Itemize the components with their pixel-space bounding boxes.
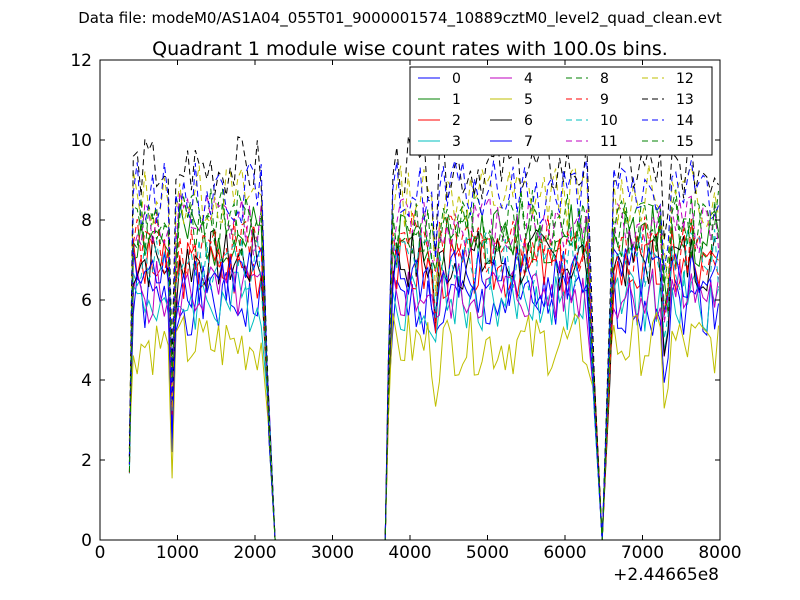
x-tick-label: 5000 bbox=[466, 543, 509, 563]
series-layer bbox=[128, 136, 719, 540]
x-tick-label: 8000 bbox=[698, 543, 741, 563]
x-tick-label: 6000 bbox=[543, 543, 586, 563]
x-tick-label: 7000 bbox=[621, 543, 664, 563]
legend-label-6: 6 bbox=[524, 113, 533, 129]
y-tick-label: 10 bbox=[70, 131, 92, 151]
legend-label-4: 4 bbox=[524, 71, 533, 87]
legend-label-13: 13 bbox=[676, 92, 694, 108]
y-tick-label: 8 bbox=[81, 211, 92, 231]
series-line-9 bbox=[128, 212, 719, 540]
series-line-7 bbox=[128, 244, 719, 540]
legend-label-12: 12 bbox=[676, 71, 694, 87]
legend-label-7: 7 bbox=[524, 134, 533, 150]
y-tick-label: 4 bbox=[81, 371, 92, 391]
y-tick-label: 0 bbox=[81, 531, 92, 551]
legend-box bbox=[409, 66, 713, 156]
legend-label-9: 9 bbox=[600, 92, 609, 108]
legend-label-11: 11 bbox=[600, 134, 618, 150]
legend-label-14: 14 bbox=[676, 113, 694, 129]
x-tick-label: 0 bbox=[95, 543, 106, 563]
legend-label-0: 0 bbox=[452, 71, 461, 87]
series-line-15 bbox=[128, 195, 719, 540]
legend-label-5: 5 bbox=[524, 92, 533, 108]
legend-label-2: 2 bbox=[452, 113, 461, 129]
y-tick-label: 12 bbox=[70, 51, 92, 71]
legend-label-3: 3 bbox=[452, 134, 461, 150]
legend-label-1: 1 bbox=[452, 92, 461, 108]
chart-title: Quadrant 1 module wise count rates with … bbox=[152, 38, 668, 60]
series-line-10 bbox=[128, 228, 719, 540]
series-line-4 bbox=[128, 260, 719, 540]
y-tick-label: 2 bbox=[81, 451, 92, 471]
series-line-0 bbox=[128, 271, 719, 540]
ticks-layer: 0 1000 2000 3000 4000 5000 6000 7000 80000246810… bbox=[70, 51, 741, 563]
x-tick-label: 4000 bbox=[388, 543, 431, 563]
x-tick-label: 2000 bbox=[233, 543, 276, 563]
y-tick-label: 6 bbox=[81, 291, 92, 311]
suptitle: Data file: modeM0/AS1A04_055T01_90000015… bbox=[78, 9, 722, 28]
series-line-13 bbox=[128, 136, 719, 540]
series-line-3 bbox=[128, 268, 719, 540]
legend-label-8: 8 bbox=[600, 71, 609, 87]
series-line-6 bbox=[128, 228, 719, 540]
series-line-12 bbox=[128, 164, 719, 540]
x-tick-label: 3000 bbox=[311, 543, 354, 563]
legend-label-10: 10 bbox=[600, 113, 618, 129]
legend-label-15: 15 bbox=[676, 134, 694, 150]
x-offset-label: +2.44665e8 bbox=[613, 565, 719, 585]
x-tick-label: 1000 bbox=[156, 543, 199, 563]
series-line-5 bbox=[128, 311, 719, 540]
